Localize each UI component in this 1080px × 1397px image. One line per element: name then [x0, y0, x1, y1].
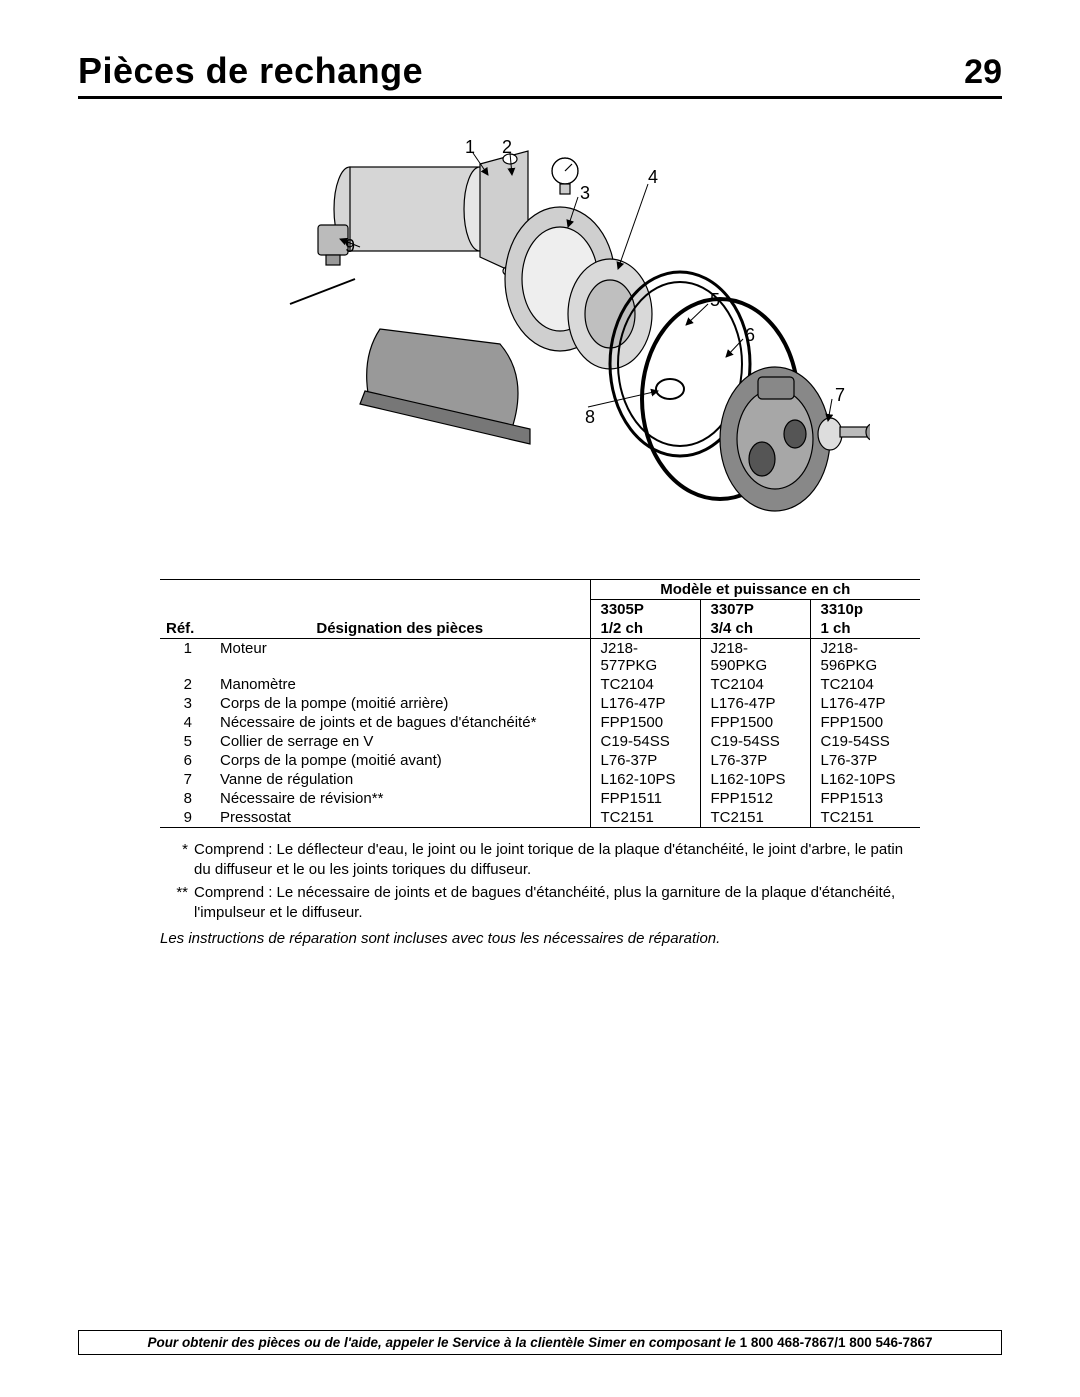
page-number: 29 [964, 53, 1002, 92]
model-2-hp: 1 ch [810, 619, 920, 639]
cell-ref: 8 [160, 789, 210, 808]
cell-pn-2: J218-596PKG [810, 639, 920, 676]
cell-ref: 2 [160, 675, 210, 694]
page-title: Pièces de rechange [78, 50, 423, 92]
model-1-name: 3307P [700, 600, 810, 620]
cell-desc: Vanne de régulation [210, 770, 590, 789]
cell-pn-1: FPP1512 [700, 789, 810, 808]
cell-desc: Nécessaire de joints et de bagues d'étan… [210, 713, 590, 732]
table-row: 2ManomètreTC2104TC2104TC2104 [160, 675, 920, 694]
footer-text: Pour obtenir des pièces ou de l'aide, ap… [147, 1335, 739, 1350]
footer-bar: Pour obtenir des pièces ou de l'aide, ap… [78, 1330, 1002, 1355]
table-row: 7Vanne de régulationL162-10PSL162-10PSL1… [160, 770, 920, 789]
cell-desc: Manomètre [210, 675, 590, 694]
table-row: 3Corps de la pompe (moitié arrière)L176-… [160, 694, 920, 713]
cell-pn-0: L176-47P [590, 694, 700, 713]
col-desc: Désignation des pièces [210, 619, 590, 639]
cell-pn-1: L76-37P [700, 751, 810, 770]
cell-pn-0: L76-37P [590, 751, 700, 770]
note1-text: Comprend : Le déflecteur d'eau, le joint… [194, 840, 920, 881]
note2-text: Comprend : Le nécessaire de joints et de… [194, 883, 920, 924]
cell-ref: 4 [160, 713, 210, 732]
cell-pn-0: L162-10PS [590, 770, 700, 789]
cell-ref: 5 [160, 732, 210, 751]
cell-desc: Nécessaire de révision** [210, 789, 590, 808]
table-row: 4Nécessaire de joints et de bagues d'éta… [160, 713, 920, 732]
cell-desc: Moteur [210, 639, 590, 676]
title-bar: Pièces de rechange 29 [78, 50, 1002, 99]
callout-4: 4 [648, 167, 658, 188]
cell-pn-2: C19-54SS [810, 732, 920, 751]
cell-pn-2: TC2104 [810, 675, 920, 694]
model-1-hp: 3/4 ch [700, 619, 810, 639]
footer-phones: 1 800 468-7867/1 800 546-7867 [740, 1335, 933, 1350]
table-row: 9PressostatTC2151TC2151TC2151 [160, 808, 920, 828]
cell-pn-0: TC2104 [590, 675, 700, 694]
cell-pn-1: TC2104 [700, 675, 810, 694]
cell-ref: 7 [160, 770, 210, 789]
model-0-name: 3305P [590, 600, 700, 620]
cell-pn-1: FPP1500 [700, 713, 810, 732]
cell-pn-1: L176-47P [700, 694, 810, 713]
callout-9: 9 [345, 236, 355, 257]
callout-6: 6 [745, 325, 755, 346]
callout-2: 2 [502, 137, 512, 158]
table-row: 8Nécessaire de révision**FPP1511FPP1512F… [160, 789, 920, 808]
cell-desc: Corps de la pompe (moitié arrière) [210, 694, 590, 713]
cell-pn-2: L176-47P [810, 694, 920, 713]
cell-ref: 3 [160, 694, 210, 713]
cell-pn-2: L162-10PS [810, 770, 920, 789]
note1-mark: * [160, 840, 194, 881]
cell-desc: Corps de la pompe (moitié avant) [210, 751, 590, 770]
model-group-header: Modèle et puissance en ch [590, 580, 920, 600]
cell-pn-1: TC2151 [700, 808, 810, 828]
table-row: 5Collier de serrage en VC19-54SSC19-54SS… [160, 732, 920, 751]
table-row: 1MoteurJ218-577PKGJ218-590PKGJ218-596PKG [160, 639, 920, 676]
cell-pn-1: C19-54SS [700, 732, 810, 751]
cell-pn-0: J218-577PKG [590, 639, 700, 676]
parts-table: Modèle et puissance en ch 3305P 3307P 33… [160, 579, 920, 828]
cell-pn-0: FPP1500 [590, 713, 700, 732]
col-ref: Réf. [160, 619, 210, 639]
callout-1: 1 [465, 137, 475, 158]
table-row: 6Corps de la pompe (moitié avant)L76-37P… [160, 751, 920, 770]
table-notes: * Comprend : Le déflecteur d'eau, le joi… [160, 840, 920, 949]
cell-pn-2: TC2151 [810, 808, 920, 828]
cell-pn-0: TC2151 [590, 808, 700, 828]
note-italic: Les instructions de réparation sont incl… [160, 929, 920, 949]
cell-ref: 9 [160, 808, 210, 828]
cell-desc: Collier de serrage en V [210, 732, 590, 751]
cell-pn-0: FPP1511 [590, 789, 700, 808]
note2-mark: ** [160, 883, 194, 924]
exploded-diagram: 1 2 3 4 5 6 7 8 9 [210, 129, 870, 539]
cell-ref: 1 [160, 639, 210, 676]
cell-desc: Pressostat [210, 808, 590, 828]
callout-3: 3 [580, 183, 590, 204]
callout-7: 7 [835, 385, 845, 406]
callout-5: 5 [710, 290, 720, 311]
cell-pn-2: L76-37P [810, 751, 920, 770]
cell-pn-2: FPP1500 [810, 713, 920, 732]
cell-pn-0: C19-54SS [590, 732, 700, 751]
cell-pn-2: FPP1513 [810, 789, 920, 808]
cell-pn-1: L162-10PS [700, 770, 810, 789]
cell-pn-1: J218-590PKG [700, 639, 810, 676]
callout-8: 8 [585, 407, 595, 428]
cell-ref: 6 [160, 751, 210, 770]
model-2-name: 3310p [810, 600, 920, 620]
model-0-hp: 1/2 ch [590, 619, 700, 639]
